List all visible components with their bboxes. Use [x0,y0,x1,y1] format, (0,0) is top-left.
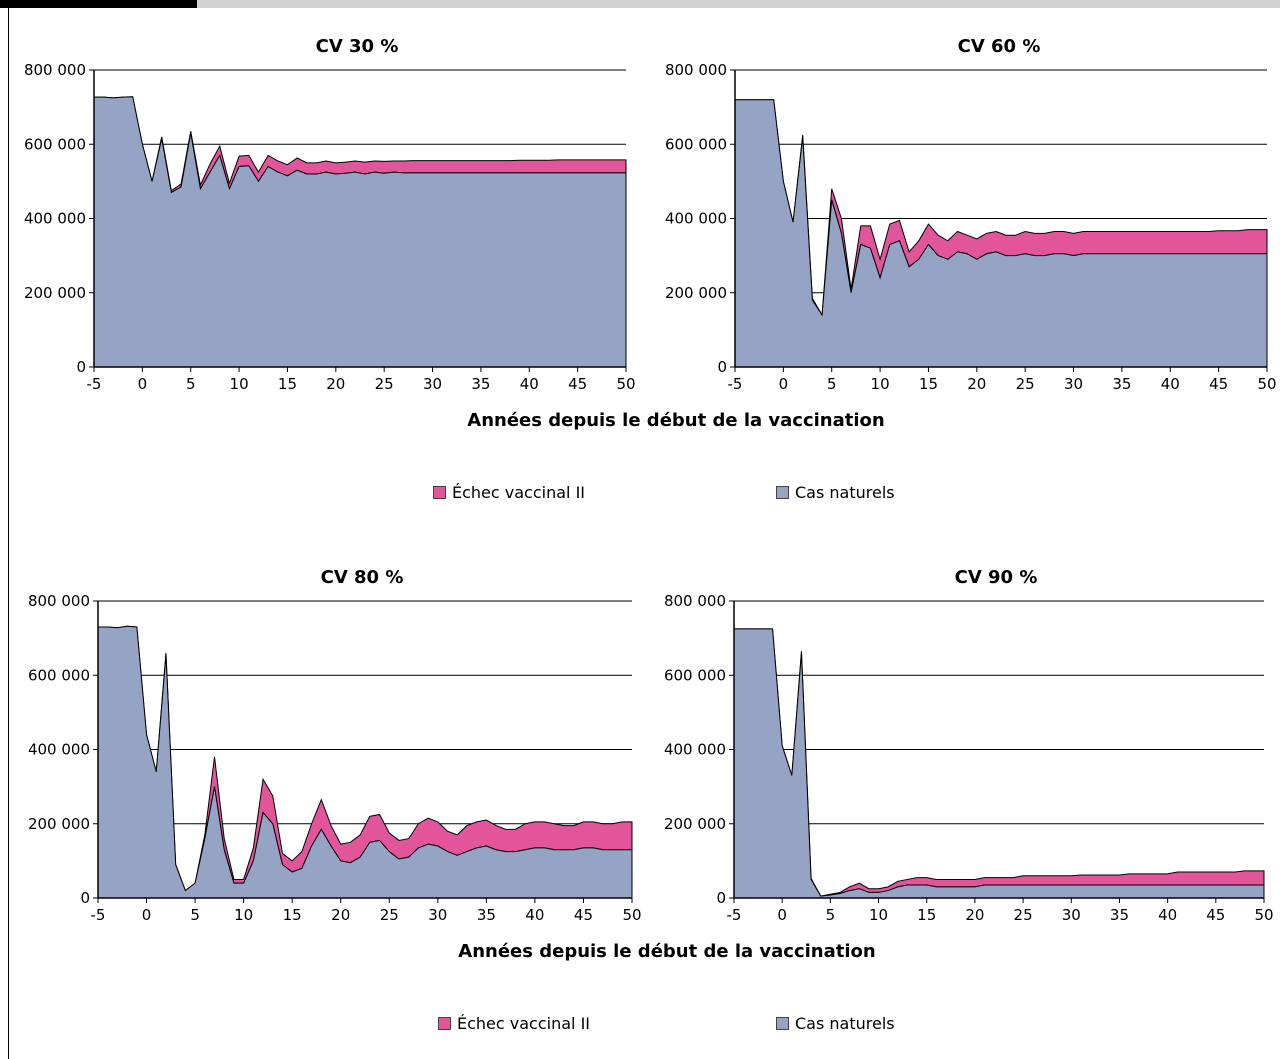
legend-swatch-natural [776,486,789,499]
y-tick-label: 800 000 [28,592,90,610]
x-tick-label: -5 [727,906,742,924]
x-tick-label: 5 [827,375,837,393]
legend-label-failure: Échec vaccinal II [457,1014,590,1033]
series-area-cas-naturels [93,96,627,368]
series-area-cas-naturels [733,628,1265,899]
legend-label-failure: Échec vaccinal II [452,483,585,502]
chart-title-cv90: CV 90 % [954,567,1038,588]
x-tick-label: 45 [568,375,587,393]
x-tick-label: 25 [375,375,394,393]
series-area-cas-naturels [97,625,633,899]
x-tick-label: 40 [525,906,544,924]
x-tick-label: 25 [1014,906,1033,924]
legend-item-failure-top: Échec vaccinal II [433,483,585,502]
chart-title-cv30: CV 30 % [315,36,399,57]
x-tick-label: -5 [728,375,743,393]
x-tick-label: 30 [1064,375,1083,393]
x-tick-label: 35 [471,375,490,393]
x-tick-label: 30 [1062,906,1081,924]
x-tick-label: 20 [967,375,986,393]
x-tick-label: 20 [326,375,345,393]
top-bar-accent [0,0,197,8]
x-axis-label-top: Années depuis le début de la vaccination [467,410,885,431]
chart-title-cv60: CV 60 % [957,36,1041,57]
x-tick-label: 30 [428,906,447,924]
x-tick-label: -5 [91,906,106,924]
x-axis-label-bottom: Années depuis le début de la vaccination [458,941,876,962]
x-tick-label: 20 [965,906,984,924]
x-tick-label: 40 [520,375,539,393]
y-tick-label: 200 000 [665,284,727,302]
top-bar [0,0,1280,8]
x-tick-label: 50 [622,906,641,924]
x-tick-label: 10 [871,375,890,393]
x-tick-label: 25 [380,906,399,924]
y-tick-label: 400 000 [24,210,86,228]
y-tick-label: 400 000 [665,210,727,228]
y-tick-label: 0 [716,889,726,907]
x-tick-label: 15 [283,906,302,924]
x-tick-label: 15 [919,375,938,393]
x-tick-label: 35 [1112,375,1131,393]
legend-label-natural: Cas naturels [795,1014,895,1033]
y-tick-label: 600 000 [664,666,726,684]
y-tick-label: 0 [80,889,90,907]
x-tick-label: 25 [1016,375,1035,393]
x-tick-label: 10 [869,906,888,924]
y-tick-label: 200 000 [28,815,90,833]
x-tick-label: 0 [138,375,148,393]
x-tick-label: 10 [234,906,253,924]
chart-title-cv80: CV 80 % [320,567,404,588]
y-tick-label: 800 000 [24,61,86,79]
legend-item-failure-bottom: Échec vaccinal II [438,1014,590,1033]
x-tick-label: 0 [142,906,152,924]
y-tick-label: 400 000 [664,741,726,759]
y-tick-label: 200 000 [664,815,726,833]
x-tick-label: -5 [87,375,102,393]
x-tick-label: 40 [1161,375,1180,393]
x-tick-label: 30 [423,375,442,393]
x-tick-label: 45 [1206,906,1225,924]
y-tick-label: 600 000 [665,135,727,153]
legend-swatch-failure [438,1017,451,1030]
y-tick-label: 0 [717,358,727,376]
x-tick-label: 35 [477,906,496,924]
x-tick-label: 5 [190,906,200,924]
x-tick-label: 5 [186,375,196,393]
x-tick-label: 40 [1158,906,1177,924]
y-tick-label: 0 [76,358,86,376]
legend-item-natural-bottom: Cas naturels [776,1014,895,1033]
y-tick-label: 800 000 [664,592,726,610]
y-tick-label: 200 000 [24,284,86,302]
legend-swatch-natural [776,1017,789,1030]
x-tick-label: 20 [331,906,350,924]
y-tick-label: 800 000 [665,61,727,79]
x-tick-label: 15 [917,906,936,924]
legend-label-natural: Cas naturels [795,483,895,502]
legend-swatch-failure [433,486,446,499]
x-tick-label: 35 [1110,906,1129,924]
x-tick-label: 15 [278,375,297,393]
frame-left-border [8,8,9,1059]
x-tick-label: 10 [230,375,249,393]
x-tick-label: 0 [779,375,789,393]
series-area-cas-naturels [734,99,1268,368]
y-tick-label: 600 000 [28,666,90,684]
x-tick-label: 45 [1209,375,1228,393]
x-tick-label: 45 [574,906,593,924]
legend-item-natural-top: Cas naturels [776,483,895,502]
x-tick-label: 5 [826,906,836,924]
series-area-echec-vaccinal [734,628,1265,897]
y-tick-label: 600 000 [24,135,86,153]
x-tick-label: 0 [777,906,787,924]
x-tick-label: 50 [1257,375,1276,393]
x-tick-label: 50 [616,375,635,393]
y-tick-label: 400 000 [28,741,90,759]
x-tick-label: 50 [1254,906,1273,924]
